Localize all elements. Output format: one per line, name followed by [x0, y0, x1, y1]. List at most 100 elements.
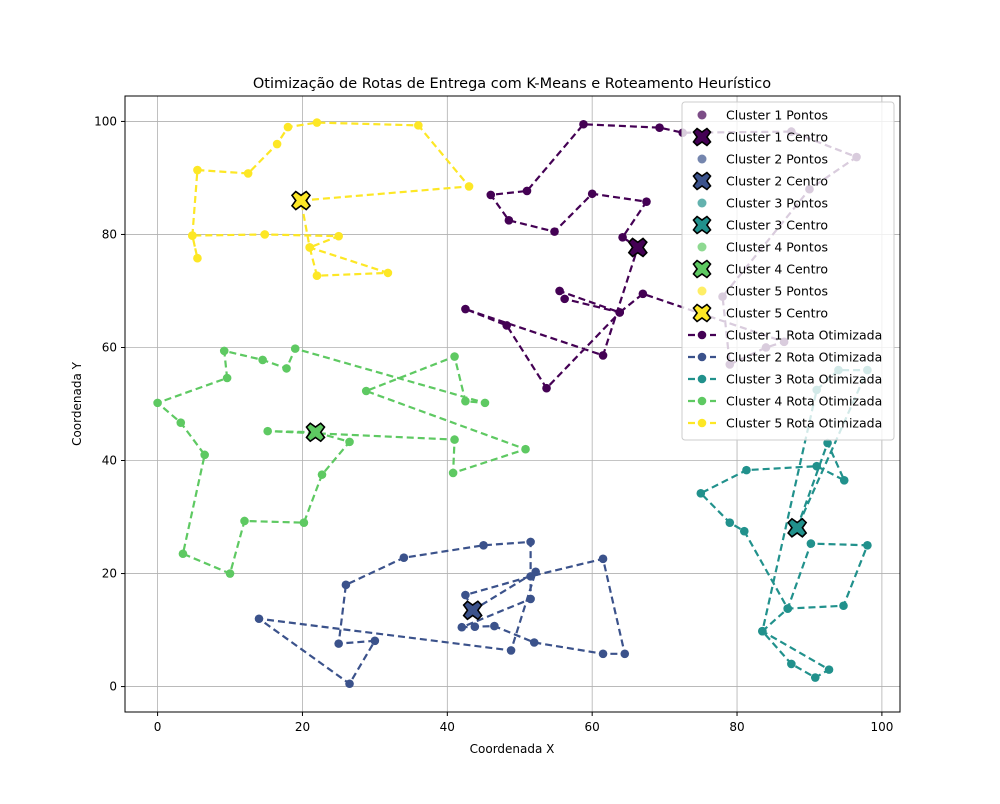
- legend-entry-label: Cluster 2 Pontos: [726, 152, 828, 167]
- ticks: 0 20 40 60 80 100 0 20 40 60 80 100: [94, 114, 893, 734]
- cluster-2-point: [490, 621, 499, 631]
- cluster-3-point: [739, 526, 749, 536]
- cluster-1-point: [598, 351, 608, 360]
- legend-center-swatch: [692, 171, 712, 191]
- y-tick-label: 80: [102, 227, 117, 241]
- cluster-3-point: [810, 673, 820, 682]
- cluster-3-point: [742, 465, 751, 475]
- legend-route-dot: [697, 330, 707, 340]
- cluster-2-point: [531, 567, 540, 577]
- y-tick-label: 40: [102, 454, 117, 468]
- legend-route-dot: [697, 374, 707, 384]
- cluster-4-point: [461, 396, 470, 406]
- cluster-4-point: [317, 470, 327, 479]
- cluster-5-point: [243, 169, 253, 178]
- cluster-4-point: [225, 569, 235, 578]
- cluster-2-point: [598, 649, 608, 659]
- cluster-4-point: [450, 435, 459, 444]
- cluster-2-route-line: [258, 540, 627, 686]
- legend-entry-label: Cluster 1 Rota Otimizada: [726, 328, 882, 343]
- cluster-4-point: [178, 549, 188, 559]
- cluster-4-route-line: [155, 347, 529, 576]
- cluster-4-center-marker: [305, 422, 326, 443]
- cluster-2-point: [457, 622, 467, 632]
- cluster-3-center-marker: [787, 517, 808, 538]
- cluster-5-point: [383, 268, 393, 278]
- cluster-4-point: [153, 398, 162, 408]
- cluster-1-point: [615, 308, 624, 317]
- cluster-4-point: [282, 364, 291, 373]
- y-tick-label: 100: [94, 114, 117, 128]
- cluster-2-point: [399, 553, 409, 563]
- legend-entry-label: Cluster 1 Pontos: [726, 108, 828, 123]
- y-tick-label: 0: [109, 680, 117, 694]
- cluster-4-point: [176, 418, 186, 427]
- cluster-4-point: [345, 437, 354, 447]
- cluster-3-point: [783, 604, 793, 613]
- cluster-1-point: [560, 294, 569, 304]
- cluster-3-point: [839, 475, 849, 485]
- cluster-5-point: [464, 182, 474, 191]
- cluster-4-point: [361, 386, 371, 396]
- y-axis-label: Coordenada Y: [70, 361, 84, 446]
- legend-points-swatch: [697, 198, 707, 208]
- plot-frame: [124, 95, 901, 713]
- cluster-4-point: [450, 352, 459, 361]
- cluster-4-point: [240, 516, 249, 526]
- cluster-2-point: [526, 537, 535, 547]
- cluster-1-point: [642, 197, 651, 206]
- cluster-1-point: [579, 119, 588, 129]
- legend-route-dot: [697, 396, 707, 406]
- cluster-2-point: [598, 554, 608, 564]
- cluster-5-route-line: [190, 121, 472, 277]
- legend-points-swatch: [697, 286, 707, 296]
- cluster-2-point: [620, 649, 630, 659]
- legend-entry-label: Cluster 5 Pontos: [726, 284, 828, 299]
- cluster-4-point: [200, 450, 209, 460]
- cluster-1-point: [542, 383, 551, 393]
- legend-points-swatch: [697, 242, 707, 252]
- cluster-3-point: [839, 601, 848, 611]
- cluster-5-point: [312, 271, 322, 281]
- cluster-1-point: [504, 216, 514, 225]
- legend-entry-label: Cluster 3 Rota Otimizada: [726, 372, 882, 387]
- cluster-5-point: [260, 230, 270, 239]
- cluster-1-point: [550, 227, 559, 236]
- cluster-5-point: [305, 243, 314, 252]
- legend-entry-label: Cluster 4 Centro: [726, 262, 828, 277]
- legend-entry-label: Cluster 2 Centro: [726, 174, 828, 189]
- cluster-2-point: [526, 594, 535, 604]
- cluster-1-point: [638, 289, 648, 299]
- cluster-4-point: [480, 398, 490, 408]
- legend-center-swatch: [692, 127, 712, 147]
- legend-entry-label: Cluster 3 Centro: [726, 218, 828, 233]
- cluster-1-point: [587, 189, 597, 199]
- cluster-1-point: [502, 321, 512, 330]
- legend-points-swatch: [697, 154, 707, 164]
- cluster-1-point: [522, 186, 532, 196]
- cluster-2-point: [370, 636, 380, 646]
- cluster-1-point: [461, 304, 470, 314]
- cluster-5-point: [272, 139, 282, 149]
- legend-entry-label: Cluster 1 Centro: [726, 130, 828, 145]
- cluster-3-point: [824, 665, 834, 674]
- cluster-5-point: [414, 121, 423, 130]
- cluster-1-center-marker: [627, 237, 648, 258]
- cluster-2-point: [254, 614, 264, 624]
- cluster-3-point: [863, 540, 872, 550]
- cluster-3-point: [787, 659, 796, 669]
- x-tick-label: 80: [729, 720, 744, 734]
- cluster-2-point: [341, 580, 351, 590]
- cluster-5-point: [312, 118, 322, 127]
- cluster-1-point: [618, 232, 627, 242]
- legend-center-swatch: [692, 303, 712, 323]
- legend: Cluster 1 Pontos Cluster 1 Centro Cluster …: [681, 101, 895, 441]
- cluster-1-point: [486, 190, 496, 200]
- cluster-2-center-marker: [462, 600, 483, 621]
- y-tick-label: 20: [102, 567, 117, 581]
- cluster-3-point: [812, 461, 822, 471]
- cluster-1-point: [555, 286, 564, 296]
- x-tick-label: 100: [870, 720, 893, 734]
- legend-center-swatch: [692, 259, 712, 279]
